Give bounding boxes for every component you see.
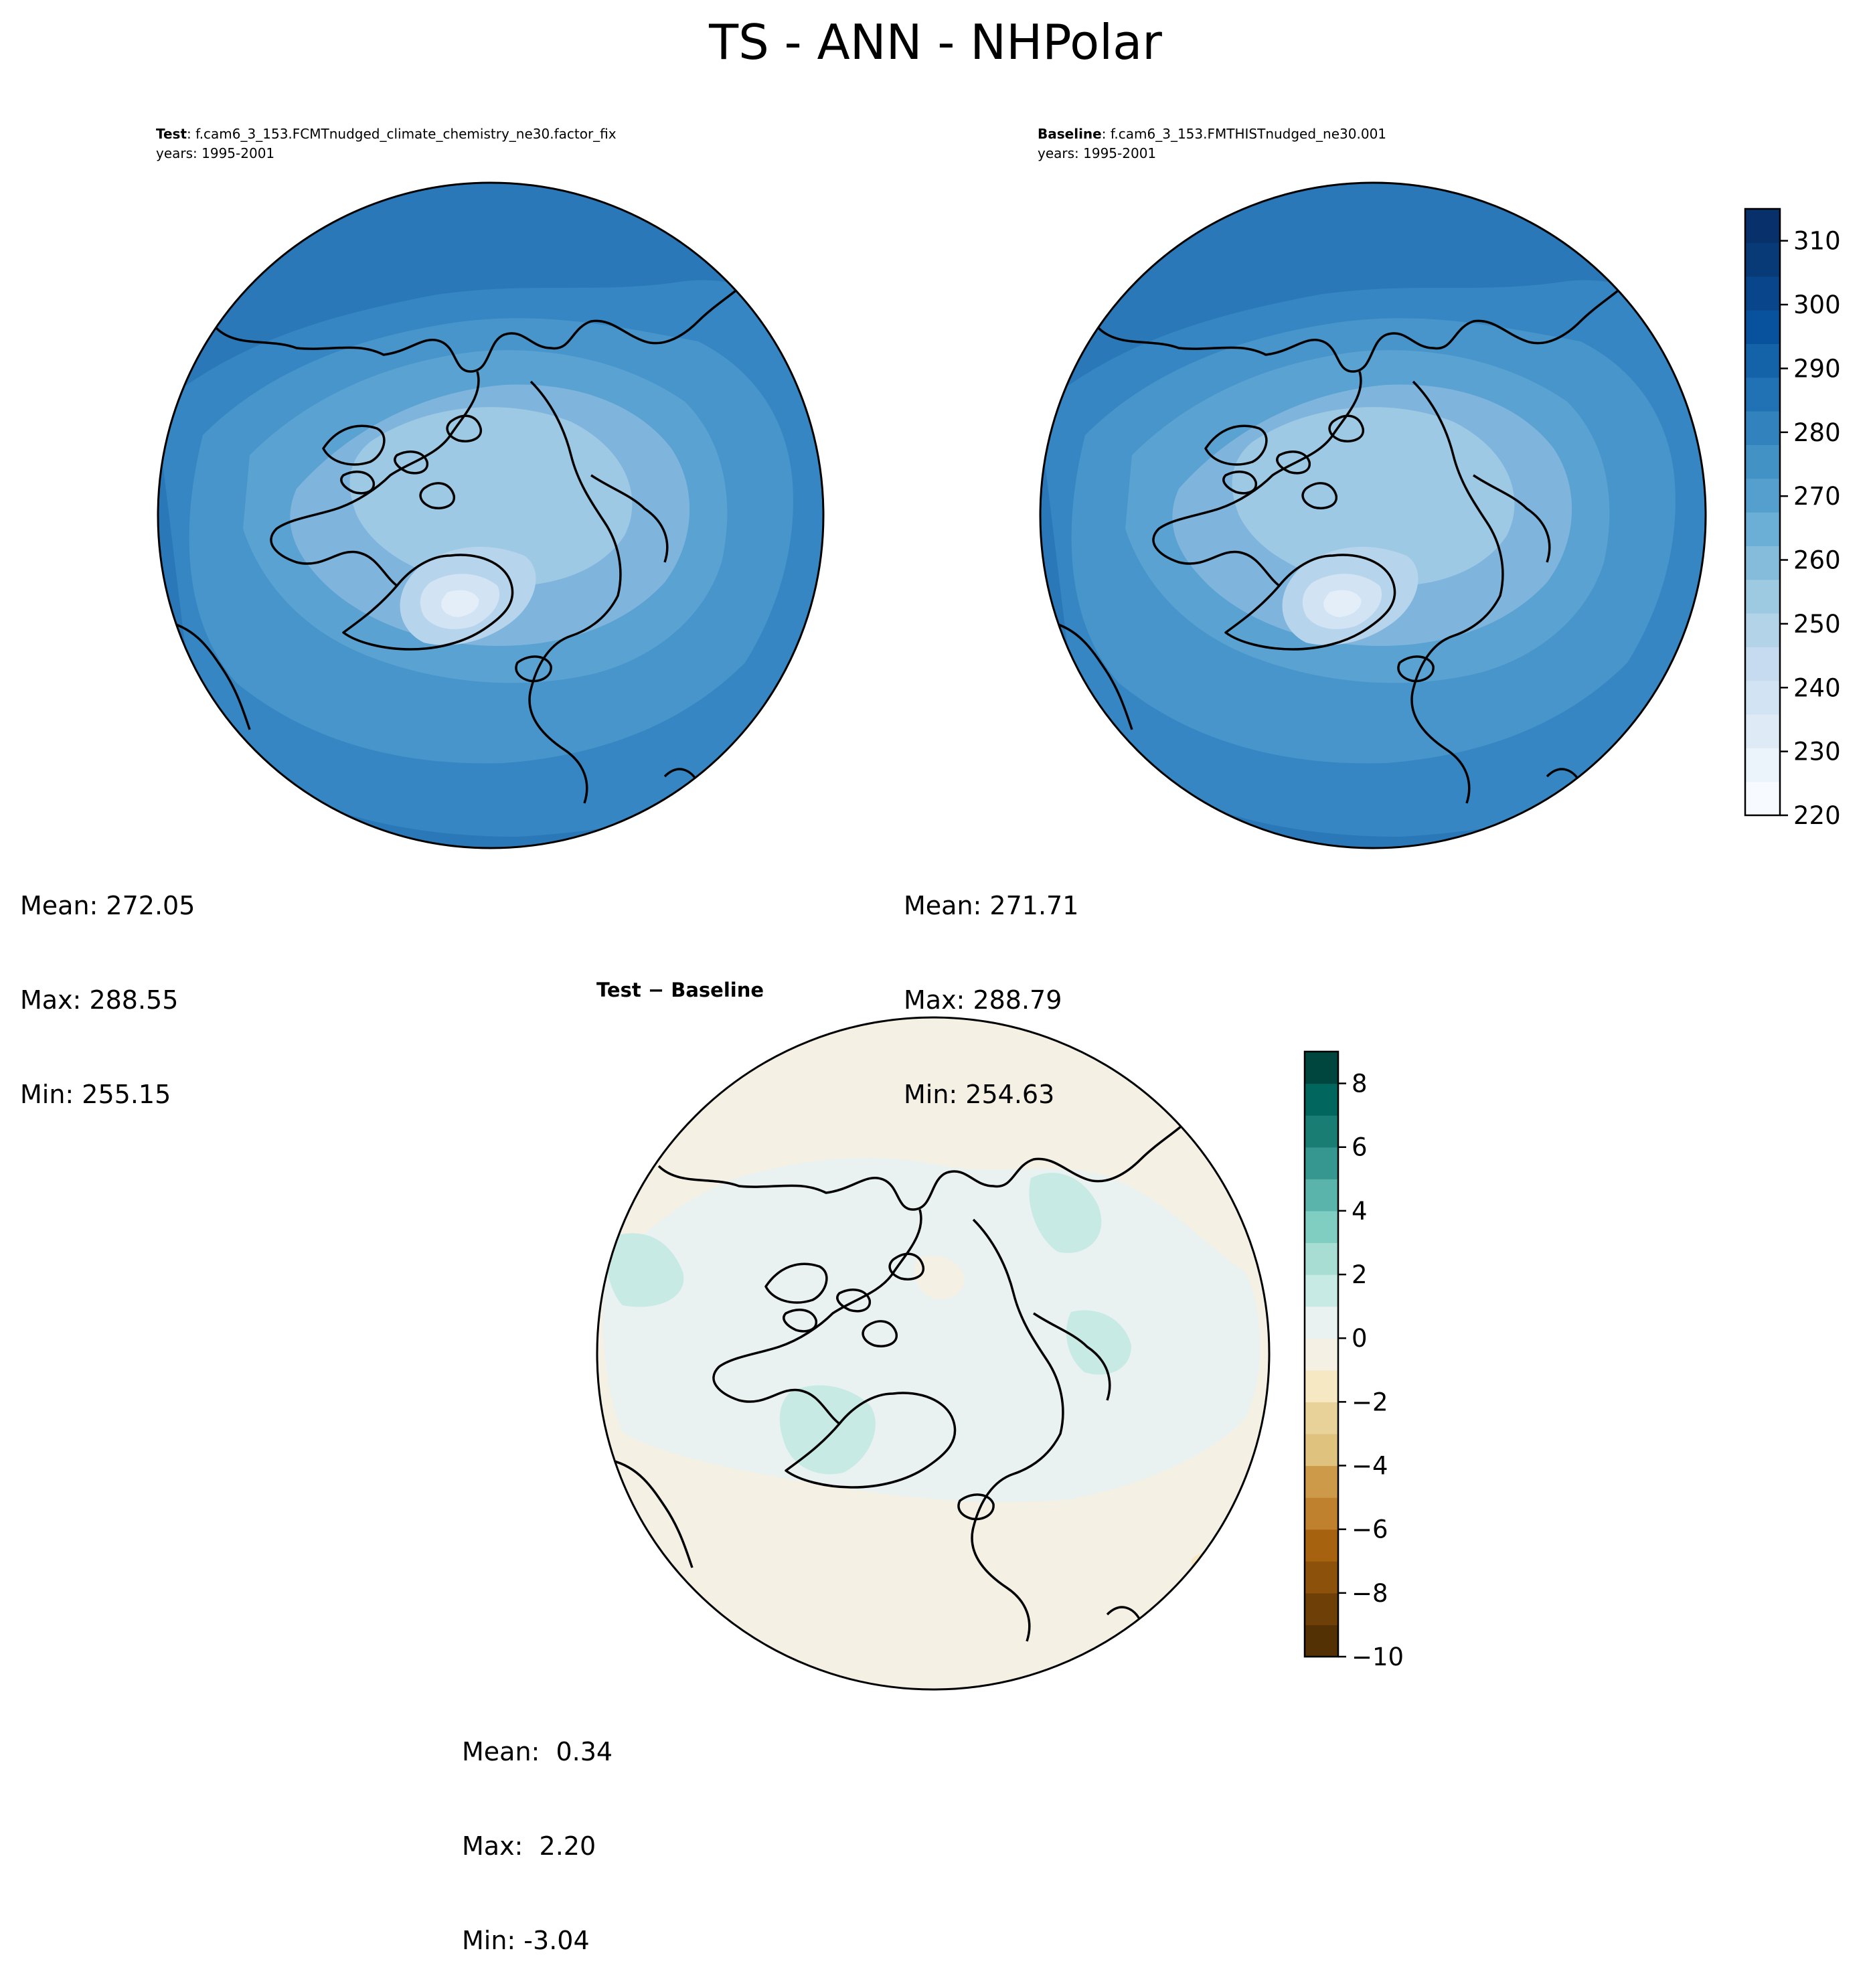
diff-colorbar-segment: [1305, 1338, 1338, 1371]
diff-stats: Mean: 0.34 Max: 2.20 Min: -3.04: [462, 1673, 613, 1988]
diff-colorbar-segment: [1305, 1370, 1338, 1402]
diff-colorbar-segment: [1305, 1497, 1338, 1530]
diff-colorbar-segment: [1305, 1242, 1338, 1275]
ts-colorbar-tick-label: 260: [1793, 546, 1841, 575]
diff-colorbar-tick-label: 4: [1352, 1197, 1368, 1226]
diff-colorbar-segment: [1305, 1402, 1338, 1434]
diff-colorbar-segment: [1305, 1083, 1338, 1116]
diff-colorbar-tick-label: −10: [1352, 1643, 1404, 1671]
ts-colorbar-segment: [1745, 680, 1780, 715]
diff-colorbar-tick-label: 8: [1352, 1070, 1368, 1098]
ts-colorbar: 220 230 240 250 260 270 280 290 300 310: [1744, 208, 1841, 830]
ts-colorbar-tick-label: 280: [1793, 418, 1841, 447]
diff-colorbar-segment: [1305, 1210, 1338, 1244]
test-years: years: 1995-2001: [156, 145, 275, 161]
ts-colorbar-tick-label: 240: [1793, 673, 1841, 702]
diff-colorbar-segment: [1305, 1052, 1338, 1084]
test-min: Min: 255.15: [20, 1080, 171, 1109]
ts-colorbar-segment: [1745, 512, 1780, 546]
diff-colorbar-segment: [1305, 1625, 1338, 1657]
baseline-case-name: : f.cam6_3_153.FMTHISTnudged_ne30.001: [1101, 126, 1387, 142]
ts-colorbar-segment: [1745, 613, 1780, 647]
ts-colorbar-segment: [1745, 411, 1780, 445]
baseline-map-boundary: [1039, 181, 1707, 849]
diff-colorbar-segment: [1305, 1433, 1338, 1467]
baseline-years: years: 1995-2001: [1038, 145, 1157, 161]
diff-colorbar-tick-label: 6: [1352, 1133, 1368, 1162]
ts-colorbar-segment: [1745, 579, 1780, 614]
diff-colorbar-segment: [1305, 1561, 1338, 1594]
ts-colorbar-tick-label: 230: [1793, 738, 1841, 766]
diff-map: [596, 1016, 1271, 1691]
test-case-name: : f.cam6_3_153.FCMTnudged_climate_chemis…: [187, 126, 617, 142]
ts-colorbar-segment: [1745, 377, 1780, 412]
ts-colorbar-segment: [1745, 546, 1780, 580]
ts-colorbar-segment: [1745, 647, 1780, 681]
ts-colorbar-segment: [1745, 444, 1780, 479]
ts-colorbar-tick-label: 310: [1793, 227, 1841, 256]
diff-colorbar-segment: [1305, 1529, 1338, 1562]
ts-colorbar-tick-label: 270: [1793, 482, 1841, 511]
test-stats: Mean: 272.05 Max: 288.55 Min: 255.15: [20, 827, 195, 1142]
diff-colorbar-tick-label: 2: [1352, 1260, 1368, 1289]
diff-colorbar-segment: [1305, 1115, 1338, 1148]
ts-colorbar-segment: [1745, 276, 1780, 311]
ts-colorbar-tick-label: 300: [1793, 291, 1841, 319]
ts-colorbar-tick-label: 220: [1793, 801, 1841, 830]
baseline-mean: Mean: 271.71: [904, 891, 1079, 920]
ts-colorbar-tick-label: 250: [1793, 610, 1841, 639]
test-map: [157, 181, 825, 849]
test-mean: Mean: 272.05: [20, 891, 195, 920]
diff-colorbar-tick-label: 0: [1352, 1324, 1368, 1353]
diff-colorbar: −10 −8 −6 −4 −2 0 2 4 6 8: [1303, 1050, 1404, 1671]
diff-colorbar-segment: [1305, 1306, 1338, 1339]
baseline-stats: Mean: 271.71 Max: 288.79 Min: 254.63: [904, 827, 1078, 1142]
baseline-map: [1039, 181, 1707, 849]
test-map-boundary: [157, 181, 825, 849]
diff-colorbar-segment: [1305, 1274, 1338, 1307]
test-subtitle: Test: f.cam6_3_153.FCMTnudged_climate_ch…: [156, 125, 617, 163]
diff-colorbar-segment: [1305, 1147, 1338, 1179]
diff-colorbar-tick-label: −2: [1352, 1388, 1388, 1416]
baseline-subtitle: Baseline: f.cam6_3_153.FMTHISTnudged_ne3…: [1038, 125, 1386, 163]
ts-colorbar-outline: [1744, 208, 1781, 817]
ts-colorbar-tick-label: 290: [1793, 354, 1841, 383]
diff-title: Test − Baseline: [596, 979, 764, 1001]
diff-colorbar-segment: [1305, 1179, 1338, 1212]
test-label: Test: [156, 126, 187, 142]
ts-colorbar-segment: [1745, 478, 1780, 513]
diff-colorbar-tick-label: −8: [1352, 1579, 1388, 1608]
diff-colorbar-tick-label: −6: [1352, 1515, 1388, 1544]
diff-min: Min: -3.04: [462, 1926, 590, 1955]
baseline-min: Min: 254.63: [904, 1080, 1055, 1109]
ts-colorbar-segment: [1745, 209, 1780, 243]
baseline-label: Baseline: [1038, 126, 1102, 142]
diff-max: Max: 2.20: [462, 1831, 596, 1861]
diff-map-boundary: [596, 1016, 1271, 1691]
test-max: Max: 288.55: [20, 985, 179, 1015]
baseline-max: Max: 288.79: [904, 985, 1062, 1015]
ts-colorbar-segment: [1745, 242, 1780, 277]
diff-colorbar-segment: [1305, 1592, 1338, 1626]
ts-colorbar-segment: [1745, 714, 1780, 748]
diff-colorbar-outline: [1303, 1050, 1339, 1658]
ts-colorbar-segment: [1745, 781, 1780, 816]
diff-colorbar-segment: [1305, 1465, 1338, 1498]
figure-title: TS - ANN - NHPolar: [709, 14, 1162, 70]
diff-mean: Mean: 0.34: [462, 1737, 613, 1766]
diff-colorbar-tick-label: −4: [1352, 1452, 1388, 1481]
ts-colorbar-segment: [1745, 310, 1780, 344]
ts-colorbar-segment: [1745, 343, 1780, 378]
ts-colorbar-segment: [1745, 748, 1780, 782]
